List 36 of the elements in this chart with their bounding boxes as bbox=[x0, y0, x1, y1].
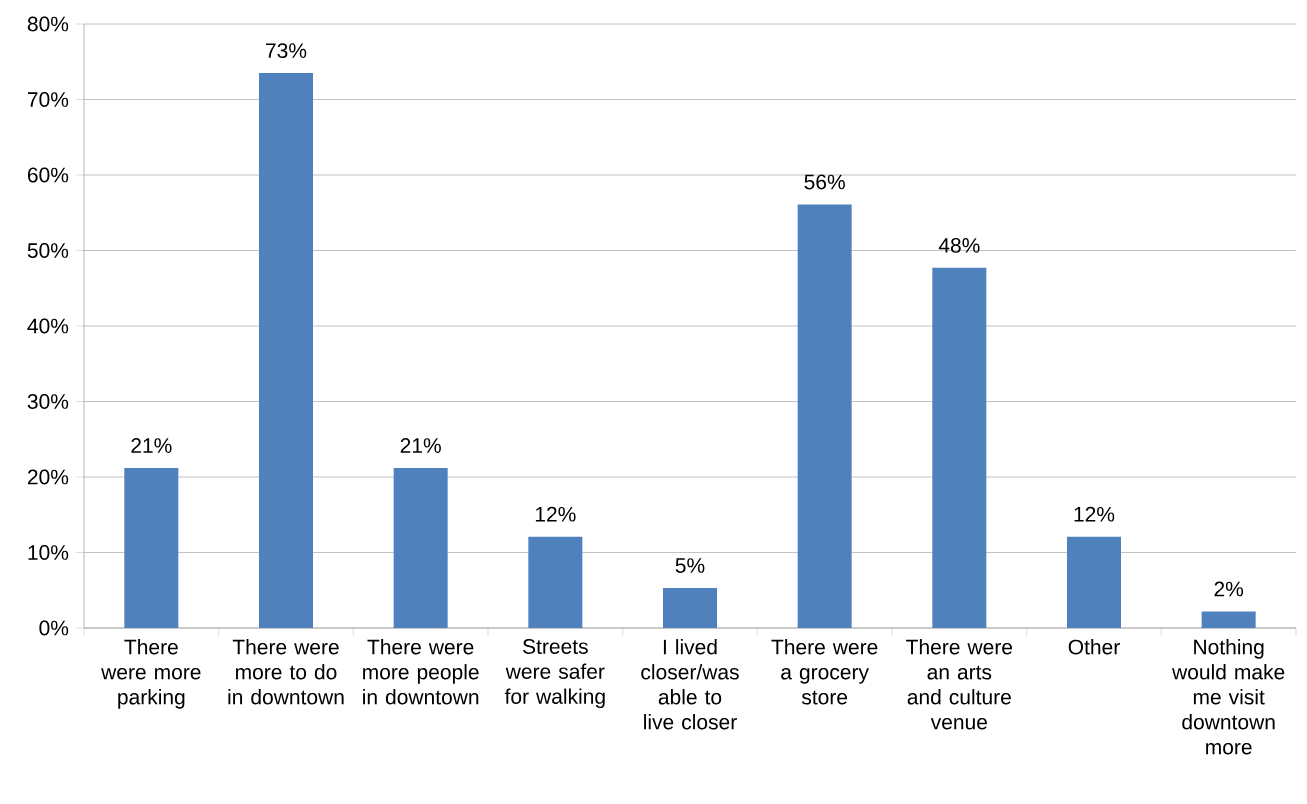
x-tick-label: There were more parking bbox=[101, 639, 201, 709]
bar bbox=[932, 267, 987, 628]
y-tick-label: 30% bbox=[27, 394, 69, 409]
y-tick-label: 10% bbox=[28, 545, 69, 560]
data-label: 56% bbox=[804, 174, 845, 190]
x-tick-label: There were an arts and culture venue bbox=[906, 639, 1013, 730]
x-tick-label: There were a grocery store bbox=[771, 639, 878, 705]
x-tick-label: Nothing would make me visit downtown more bbox=[1172, 639, 1285, 755]
x-tick-label: There were more to do in downtown bbox=[228, 639, 344, 705]
y-tick-label: 20% bbox=[27, 469, 69, 485]
y-tick-label: 70% bbox=[27, 92, 69, 107]
data-label: 21% bbox=[400, 438, 441, 453]
data-label: 73% bbox=[266, 43, 307, 59]
data-label: 12% bbox=[1074, 506, 1115, 522]
bar bbox=[259, 73, 313, 628]
bar bbox=[663, 587, 717, 628]
bar bbox=[797, 204, 852, 628]
y-tick-label: 60% bbox=[27, 167, 69, 183]
y-tick-label: 0% bbox=[39, 620, 69, 636]
bar bbox=[124, 467, 179, 628]
y-tick-label: 80% bbox=[27, 16, 69, 32]
bar bbox=[393, 467, 448, 628]
y-tick-label: 40% bbox=[27, 318, 69, 334]
data-label: 12% bbox=[535, 506, 576, 522]
x-tick-label: Other bbox=[1068, 639, 1120, 655]
y-tick-label: 50% bbox=[27, 243, 69, 258]
data-label: 21% bbox=[131, 438, 172, 453]
x-tick-label: There were more people in downtown bbox=[363, 639, 479, 705]
data-label: 5% bbox=[675, 558, 705, 573]
x-tick-label: I lived closer/was able to live closer bbox=[641, 639, 739, 730]
bar bbox=[528, 536, 583, 628]
bar bbox=[1067, 536, 1121, 628]
x-tick-label: Streets were safer for walking bbox=[504, 639, 605, 709]
data-label: 48% bbox=[938, 237, 980, 253]
data-label: 2% bbox=[1214, 581, 1244, 597]
bar bbox=[1201, 611, 1256, 628]
